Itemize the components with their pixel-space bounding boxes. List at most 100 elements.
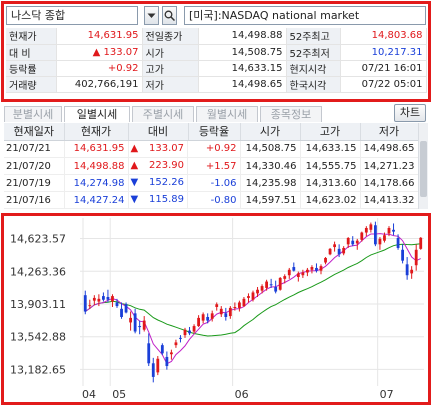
candle-body[interactable] xyxy=(328,248,332,255)
table-row[interactable]: 21/07/16 14,427.24 ▼ 115.89 -0.80 14,597.51 14… xyxy=(4,191,419,209)
table-row[interactable]: 21/07/21 14,631.95 ▲ 133.07 +0.92 14,508.75 14… xyxy=(4,140,419,158)
candle-body[interactable] xyxy=(256,289,259,294)
candle-body[interactable] xyxy=(378,238,382,245)
symbol-dropdown-button[interactable] xyxy=(144,6,159,25)
table-row[interactable]: 21/07/20 14,498.88 ▲ 223.90 +1.57 14,330.46 14… xyxy=(4,157,419,175)
candle-body[interactable] xyxy=(265,281,269,288)
candle-body[interactable] xyxy=(414,249,418,266)
candle-body[interactable] xyxy=(324,257,327,263)
daily-table-scrollbar[interactable] xyxy=(418,123,428,209)
candle-body[interactable] xyxy=(138,326,142,328)
candle-body[interactable] xyxy=(92,297,96,301)
candle-body[interactable] xyxy=(228,307,232,317)
candle-body[interactable] xyxy=(147,343,151,364)
candle-body[interactable] xyxy=(224,313,228,317)
candle-body[interactable] xyxy=(310,267,314,270)
candle-body[interactable] xyxy=(124,304,128,313)
candle-body[interactable] xyxy=(251,292,255,300)
candle-body[interactable] xyxy=(165,356,169,367)
tab-weekly-quotes[interactable]: 주별시세 xyxy=(132,106,194,122)
candle-body[interactable] xyxy=(283,276,287,279)
candle-body[interactable] xyxy=(333,244,337,248)
candle-body[interactable] xyxy=(269,284,273,286)
candle-body[interactable] xyxy=(83,295,87,312)
column-header[interactable]: 현재일자 xyxy=(4,123,65,141)
candle-body[interactable] xyxy=(179,337,182,339)
candle-body[interactable] xyxy=(188,330,191,334)
candle-body[interactable] xyxy=(142,320,146,330)
symbol-name-field[interactable]: 나스닥 종합 xyxy=(6,6,138,25)
candle-body[interactable] xyxy=(129,317,133,323)
candle-body[interactable] xyxy=(355,240,359,244)
scrollbar-thumb[interactable] xyxy=(420,141,427,197)
candle-body[interactable] xyxy=(387,227,391,234)
tab-stock-info[interactable]: 종목정보 xyxy=(260,106,322,122)
candle-body[interactable] xyxy=(346,237,350,245)
candle-body[interactable] xyxy=(337,248,341,255)
candle-body[interactable] xyxy=(115,302,119,307)
candle-body[interactable] xyxy=(151,363,155,377)
candle-body[interactable] xyxy=(169,352,173,355)
candle-body[interactable] xyxy=(242,298,246,307)
column-header[interactable]: 등락율 xyxy=(188,123,241,141)
candle-body[interactable] xyxy=(351,240,355,245)
candle-body[interactable] xyxy=(301,272,305,276)
candle-body[interactable] xyxy=(97,298,101,302)
candle-body[interactable] xyxy=(233,306,237,308)
candle-body[interactable] xyxy=(183,329,187,336)
column-header[interactable]: 고가 xyxy=(300,123,361,141)
tab-monthly-quotes[interactable]: 월별시세 xyxy=(196,106,258,122)
column-header[interactable]: 현재가 xyxy=(64,123,129,141)
column-header[interactable]: 대비 xyxy=(128,123,189,141)
candle-body[interactable] xyxy=(364,227,368,233)
low-cell: 14,413.32 xyxy=(360,191,419,209)
candle-body[interactable] xyxy=(133,313,137,332)
candle-body[interactable] xyxy=(197,317,201,327)
candle-body[interactable] xyxy=(174,342,178,346)
candle-body[interactable] xyxy=(319,266,323,271)
candle-body[interactable] xyxy=(360,232,364,240)
tab-minute-quotes[interactable]: 분별시세 xyxy=(4,106,62,122)
candle-body[interactable] xyxy=(274,287,278,292)
candle-body[interactable] xyxy=(206,316,210,321)
candle-body[interactable] xyxy=(156,358,160,373)
candle-body[interactable] xyxy=(315,267,318,271)
candle-body[interactable] xyxy=(111,296,114,302)
candle-body[interactable] xyxy=(101,296,105,300)
candle-body[interactable] xyxy=(383,235,386,241)
candle-body[interactable] xyxy=(237,302,241,308)
candle-body[interactable] xyxy=(373,225,377,245)
column-header[interactable]: 저가 xyxy=(360,123,419,141)
candle-body[interactable] xyxy=(201,314,205,321)
tab-daily-quotes[interactable]: 일별시세 xyxy=(64,106,130,122)
candle-body[interactable] xyxy=(296,273,300,278)
candle-body[interactable] xyxy=(210,313,214,319)
candle-body[interactable] xyxy=(192,326,196,332)
candle-body[interactable] xyxy=(278,277,282,290)
candle-body[interactable] xyxy=(405,264,409,276)
candle-body[interactable] xyxy=(396,237,400,248)
candle-body[interactable] xyxy=(305,269,309,273)
candle-body[interactable] xyxy=(401,249,405,261)
candle-body[interactable] xyxy=(215,304,219,307)
chart-button[interactable]: 차트 xyxy=(394,104,426,122)
price-chart[interactable]: 14,623.57 14,263.36 13,903.11 13,542.88 13,1… xyxy=(4,216,428,402)
candle-body[interactable] xyxy=(260,286,264,291)
table-row[interactable]: 21/07/19 14,274.98 ▼ 152.26 -1.06 14,235.98 14… xyxy=(4,174,419,192)
candle-body[interactable] xyxy=(419,237,423,249)
candle-body[interactable] xyxy=(287,269,291,276)
column-header[interactable]: 시가 xyxy=(240,123,301,141)
candle-body[interactable] xyxy=(219,308,223,315)
candle-body[interactable] xyxy=(247,296,250,298)
quote-label: 전일종가 xyxy=(142,28,199,45)
candle-body[interactable] xyxy=(88,305,92,307)
candle-body[interactable] xyxy=(410,269,414,274)
candle-body[interactable] xyxy=(392,229,395,232)
candle-body[interactable] xyxy=(120,308,123,317)
candle-body[interactable] xyxy=(369,224,373,230)
symbol-search-button[interactable] xyxy=(162,6,177,25)
candle-body[interactable] xyxy=(160,345,164,354)
candle-body[interactable] xyxy=(292,267,296,271)
candle-body[interactable] xyxy=(106,297,110,300)
candle-body[interactable] xyxy=(342,247,346,254)
